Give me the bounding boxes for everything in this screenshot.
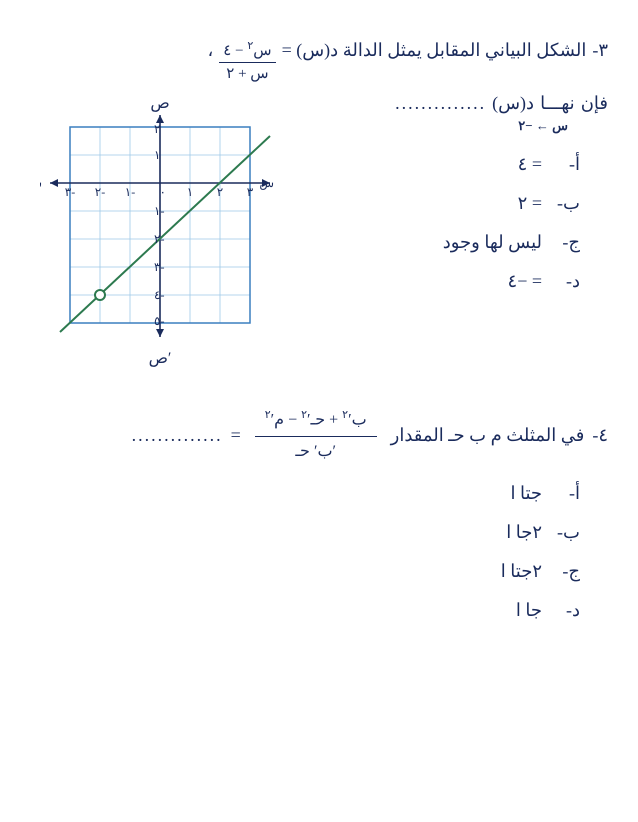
q4-heading: ٤- في المثلث م ب حـ المقدار ب′٢ + حـ′٢ −…	[30, 408, 608, 463]
q4-intro: في المثلث م ب حـ المقدار	[391, 425, 585, 446]
svg-text:-٥: -٥	[154, 314, 164, 328]
q3-intro: الشكل البياني المقابل يمثل الدالة د(س) =	[282, 40, 587, 61]
option-key: د-	[556, 600, 580, 621]
svg-text:-١: -١	[154, 204, 164, 218]
option-key: ج-	[556, 561, 580, 582]
limit-subscript: س ← −٢	[310, 118, 568, 134]
option-text: = ٤	[518, 154, 542, 175]
q3-option-a: أ- = ٤	[310, 154, 580, 175]
option-text: ٢جا ا	[506, 522, 542, 543]
option-key: ب-	[556, 193, 580, 214]
option-key: أ-	[556, 483, 580, 504]
svg-text:-٤: -٤	[154, 288, 164, 302]
svg-text:٣: ٣	[247, 185, 254, 199]
axis-label-right: س	[259, 176, 274, 190]
q4-option-b: ب- ٢جا ا	[30, 522, 580, 543]
q3-option-b: ب- = ٢	[310, 193, 580, 214]
question-3: ٣- الشكل البياني المقابل يمثل الدالة د(س…	[30, 40, 608, 368]
q4-option-a: أ- جتا ا	[30, 483, 580, 504]
hole-point	[95, 290, 105, 300]
option-text: جتا ا	[510, 483, 542, 504]
q4-option-c: ج- ٢جتا ا	[30, 561, 580, 582]
svg-text:١: ١	[187, 185, 193, 199]
svg-text:٠: ٠	[160, 185, 166, 199]
axis-label-left: س′	[40, 176, 42, 190]
q3-options: أ- = ٤ ب- = ٢ ج- ليس لها وجود د- = −٤	[310, 154, 580, 292]
q3-heading: ٣- الشكل البياني المقابل يمثل الدالة د(س…	[30, 40, 608, 83]
svg-text:-٢: -٢	[154, 232, 164, 246]
q4-equals: =	[231, 425, 241, 446]
svg-text:٢: ٢	[154, 122, 160, 136]
q4-fraction: ب′٢ + حـ′٢ − م′٢ ب′ حـ′	[255, 408, 377, 463]
axis-label-bottom: ص′	[30, 348, 290, 368]
limit-prefix: فإن	[581, 93, 608, 114]
question-4: ٤- في المثلث م ب حـ المقدار ب′٢ + حـ′٢ −…	[30, 408, 608, 621]
q3-fraction: س٢ − ٤ س + ٢	[219, 40, 275, 83]
graph-svg: -٣ -٢ -١ ٠ ١ ٢ ٣ ١ ٢ -١ -٢ -٣ -٤ -٥ س	[40, 113, 280, 343]
option-key: ج-	[556, 232, 580, 253]
q3-frac-den: س + ٢	[222, 63, 272, 83]
option-key: د-	[556, 271, 580, 292]
option-text: ليس لها وجود	[443, 232, 542, 253]
q3-graph: ص	[30, 93, 290, 368]
q4-dots: ..............	[132, 425, 223, 446]
q4-frac-den: ب′ حـ′	[285, 437, 346, 463]
q3-option-c: ج- ليس لها وجود	[310, 232, 580, 253]
svg-text:-١: -١	[125, 185, 135, 199]
q3-text-column: فإن نهـــا د(س) .............. س ← −٢ أ-…	[310, 93, 608, 292]
function-line	[60, 136, 270, 332]
limit-word: نهـــا	[540, 93, 575, 114]
q4-frac-num: ب′٢ + حـ′٢ − م′٢	[255, 408, 377, 436]
limit-dots: ..............	[395, 93, 486, 114]
option-text: = −٤	[508, 271, 542, 292]
option-text: = ٢	[518, 193, 542, 214]
svg-text:-٣: -٣	[154, 260, 164, 274]
q3-limit-line: فإن نهـــا د(س) ..............	[310, 93, 608, 114]
q4-options: أ- جتا ا ب- ٢جا ا ج- ٢جتا ا د- جا ا	[30, 483, 580, 621]
axis-label-top: ص	[30, 93, 290, 113]
svg-text:-٢: -٢	[95, 185, 105, 199]
svg-text:٢: ٢	[217, 185, 223, 199]
option-text: ٢جتا ا	[501, 561, 542, 582]
svg-text:-٣: -٣	[65, 185, 75, 199]
q4-option-d: د- جا ا	[30, 600, 580, 621]
svg-text:١: ١	[154, 148, 160, 162]
option-text: جا ا	[516, 600, 542, 621]
q4-number: ٤-	[592, 425, 608, 446]
q3-frac-num: س٢ − ٤	[219, 40, 275, 62]
option-key: أ-	[556, 154, 580, 175]
q3-tail: ،	[207, 40, 213, 61]
q3-number: ٣-	[592, 40, 608, 61]
q3-option-d: د- = −٤	[310, 271, 580, 292]
option-key: ب-	[556, 522, 580, 543]
limit-arg: د(س)	[492, 93, 534, 114]
